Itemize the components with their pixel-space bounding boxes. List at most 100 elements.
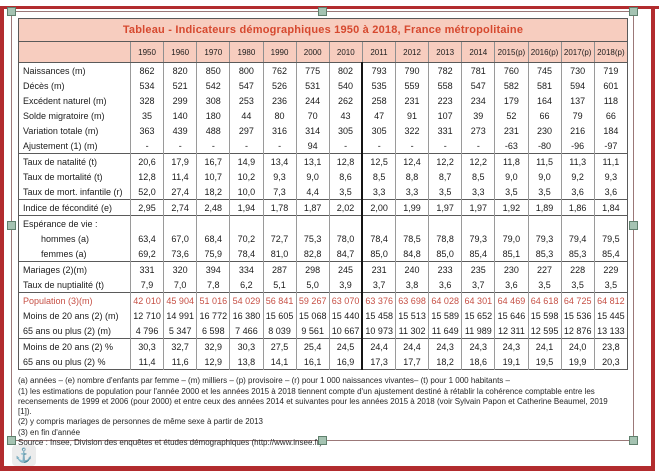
year-header: 2014	[461, 41, 495, 63]
table-image[interactable]: Tableau - Indicateurs démographiques 195…	[12, 12, 633, 447]
selection-handle-middle-left[interactable]	[7, 221, 16, 230]
cell: 64 812	[593, 292, 628, 308]
cell: 216	[560, 123, 595, 138]
cell: 1,92	[494, 199, 528, 216]
cell: 4,4	[295, 184, 330, 200]
selection-handle-top-center[interactable]	[317, 7, 327, 16]
cell: 2,74	[163, 199, 197, 216]
cell: 13,1	[295, 153, 330, 169]
cell: 820	[163, 62, 197, 78]
cell: 79,3	[527, 231, 562, 246]
cell: 11 989	[461, 323, 495, 339]
cell: 331	[428, 123, 462, 138]
cell: 85,3	[560, 246, 595, 262]
cell: 9,0	[295, 169, 330, 184]
cell: 235	[461, 261, 495, 277]
cell: 230	[527, 123, 562, 138]
cell: 12,8	[328, 153, 363, 169]
cell: 79,3	[461, 231, 495, 246]
cell: 70	[295, 108, 330, 123]
cell	[196, 215, 230, 231]
cell: 305	[328, 123, 363, 138]
cell: 581	[527, 78, 562, 93]
cell: 27,5	[262, 338, 297, 354]
cell: 559	[394, 78, 429, 93]
cell: 8,5	[361, 169, 396, 184]
cell: 314	[295, 123, 330, 138]
cell: 9,3	[262, 169, 297, 184]
cell: 42 010	[129, 292, 164, 308]
cell: 3,3	[394, 184, 429, 200]
page-border-bottom	[0, 466, 655, 471]
cell: 287	[262, 261, 297, 277]
table-title: Tableau - Indicateurs démographiques 195…	[18, 18, 628, 42]
cell: 11,3	[560, 153, 595, 169]
cell: 59 267	[295, 292, 330, 308]
selection-handle-top-left[interactable]	[7, 7, 16, 16]
cell: 118	[593, 93, 628, 108]
cell: 334	[229, 261, 263, 277]
year-header: 1970	[196, 41, 230, 63]
cell: 7,9	[129, 277, 164, 293]
cell: 11,4	[163, 169, 197, 184]
cell: 79,5	[593, 231, 628, 246]
cell: 11,5	[527, 153, 562, 169]
table-row: Taux de mort. infantile (r) 52,0 27,4 18,2 1…	[19, 184, 628, 200]
anchor-icon[interactable]: ⚓	[12, 445, 36, 466]
table-row: Taux de nuptialité (t) 7,9 7,0 7,8 6,2 5,1 5,0…	[19, 277, 628, 293]
cell: 3,3	[361, 184, 396, 200]
cell: 84,7	[328, 246, 363, 262]
table-row: femmes (a) 69,2 73,6 75,9 78,4 81,0 82,8 84,7 85…	[19, 246, 628, 262]
selection-handle-bottom-left[interactable]	[7, 436, 16, 445]
row-label: Taux de nuptialité (t)	[23, 279, 105, 290]
cell: 240	[394, 261, 429, 277]
cell: 19,5	[527, 354, 562, 370]
cell: 1,97	[428, 199, 462, 216]
cell: 521	[163, 78, 197, 93]
table-row: Mariages (2)(m) 331 320 394 334 287 298 245 231 2…	[18, 261, 628, 277]
row-label: Taux de mort. infantile (r)	[23, 186, 123, 197]
cell: 322	[394, 123, 429, 138]
cell: -	[428, 138, 462, 154]
cell: 78,8	[428, 231, 462, 246]
cell: 258	[361, 93, 396, 108]
cell: 11,8	[494, 153, 528, 169]
cell: 64 725	[560, 292, 595, 308]
cell: 24,4	[361, 338, 396, 354]
cell: 9,3	[593, 169, 628, 184]
cell: 558	[428, 78, 462, 93]
cell: 45 904	[163, 292, 197, 308]
cell: 3,9	[328, 277, 363, 293]
cell: 230	[494, 261, 528, 277]
cell: 24,3	[428, 338, 462, 354]
cell: 25,4	[295, 338, 330, 354]
cell: 137	[560, 93, 595, 108]
cell: 2,00	[361, 199, 396, 216]
cell: 79,0	[494, 231, 528, 246]
selection-handle-middle-right[interactable]	[629, 221, 638, 230]
cell: 51 016	[196, 292, 230, 308]
cell: 245	[328, 261, 363, 277]
cell: 793	[361, 62, 396, 78]
source-line: Source : Insee, Division des enquêtes et…	[18, 438, 323, 447]
cell: 24,0	[560, 338, 595, 354]
cell: 67,0	[163, 231, 197, 246]
selection-handle-top-right[interactable]	[629, 7, 638, 16]
cell: 73,6	[163, 246, 197, 262]
cell: -	[262, 138, 297, 154]
cell: 35	[129, 108, 164, 123]
cell: 9,2	[560, 169, 595, 184]
cell: 244	[295, 93, 330, 108]
table-row: Taux de mortalité (t) 12,8 11,4 10,7 10,2 9,3…	[19, 169, 628, 184]
cell: 7 466	[229, 323, 263, 339]
cell: 15 589	[428, 308, 462, 323]
selection-handle-bottom-right[interactable]	[629, 436, 638, 445]
cell: 63,4	[129, 231, 164, 246]
cell: 9,0	[494, 169, 528, 184]
cell: 10,2	[229, 169, 263, 184]
table-row: Indice de fécondité (e) 2,95 2,74 2,48 1,94 1…	[18, 199, 628, 216]
cell: 3,7	[361, 277, 396, 293]
cell: 8,7	[428, 169, 462, 184]
selection-handle-bottom-center[interactable]	[317, 436, 327, 445]
cell: -	[461, 138, 495, 154]
